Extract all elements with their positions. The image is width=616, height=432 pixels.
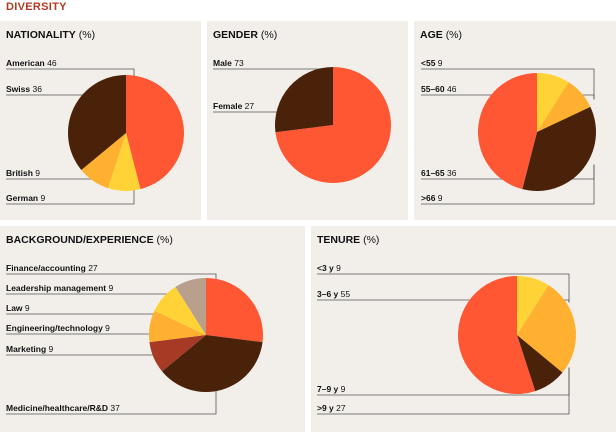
pie-slice-3-y bbox=[517, 276, 549, 335]
panel-nationality: NATIONALITY (%) American 46 Swiss 36 Briti… bbox=[0, 21, 201, 220]
panel-title: GENDER (%) bbox=[213, 29, 278, 41]
pie-slice-7-9-y bbox=[517, 335, 563, 392]
panel-title: TENURE (%) bbox=[317, 234, 380, 246]
panel-age: AGE (%) <55 9 55–60 46 61–65 36 >66 9 bbox=[414, 21, 616, 220]
slice-label-3-y: <3 y 9 bbox=[317, 263, 341, 273]
slice-label-9-y: >9 y 27 bbox=[317, 403, 346, 413]
pie-slice-66 bbox=[537, 82, 591, 132]
chart-nationality: American 46 Swiss 36 British 9 German 9 bbox=[6, 58, 184, 205]
slice-label-american: American 46 bbox=[6, 58, 57, 68]
panel-title: AGE (%) bbox=[420, 29, 463, 41]
slice-label-66: >66 9 bbox=[421, 193, 443, 203]
slice-label-leadership-management: Leadership management 9 bbox=[6, 283, 114, 293]
pie-slice-engineering-technology bbox=[149, 310, 206, 343]
leader-line-61-65 bbox=[421, 164, 595, 180]
pie-slice-3-6-y bbox=[458, 276, 536, 394]
pie-slice-american bbox=[126, 75, 184, 190]
slice-label-female: Female 27 bbox=[213, 101, 254, 111]
pie-slice-finance-accounting bbox=[206, 278, 263, 343]
slice-label-finance-accounting: Finance/accounting 27 bbox=[6, 263, 98, 273]
panel-background: BACKGROUND/EXPERIENCE (%) Finance/accoun… bbox=[0, 226, 305, 432]
pie-slice-leadership-management bbox=[175, 278, 206, 335]
pie-slice-swiss bbox=[68, 75, 126, 170]
pie-slice-female bbox=[275, 67, 333, 133]
chart-tenure: <3 y 9 3–6 y 55 7–9 y 9 >9 y 27 bbox=[317, 263, 576, 415]
slice-label-7-9-y: 7–9 y 9 bbox=[317, 384, 346, 394]
slice-label-marketing: Marketing 9 bbox=[6, 344, 54, 354]
panel-gender: GENDER (%) Male 73 Female 27 bbox=[207, 21, 408, 220]
pie-slice-law bbox=[154, 286, 206, 335]
pie-slice-german bbox=[108, 133, 141, 191]
slice-label-61-65: 61–65 36 bbox=[421, 168, 457, 178]
slice-label-swiss: Swiss 36 bbox=[6, 84, 42, 94]
slice-label-male: Male 73 bbox=[213, 58, 244, 68]
page-title: DIVERSITY bbox=[6, 1, 67, 13]
leader-line-55 bbox=[421, 68, 595, 100]
pie-slice-medicine-healthcare-r-d bbox=[162, 335, 263, 392]
slice-label-55: <55 9 bbox=[421, 58, 443, 68]
slice-label-law: Law 9 bbox=[6, 303, 30, 313]
chart-gender: Male 73 Female 27 bbox=[213, 58, 391, 183]
pie-slice-55-60 bbox=[478, 73, 537, 190]
pie-slice-61-65 bbox=[522, 106, 596, 191]
pie-slice-british bbox=[81, 133, 126, 189]
leader-line-3-y bbox=[317, 273, 570, 303]
slice-label-engineering-technology: Engineering/technology 9 bbox=[6, 323, 110, 333]
pie-slice-55 bbox=[537, 73, 569, 132]
pie-slice-male bbox=[275, 67, 391, 183]
pie-slice-marketing bbox=[149, 335, 206, 372]
chart-age: <55 9 55–60 46 61–65 36 >66 9 bbox=[421, 58, 596, 205]
slice-label-3-6-y: 3–6 y 55 bbox=[317, 289, 350, 299]
slice-label-british: British 9 bbox=[6, 168, 40, 178]
pie-slice-9-y bbox=[517, 285, 576, 373]
chart-background: Finance/accounting 27 Leadership manageme… bbox=[6, 263, 263, 415]
panel-title: NATIONALITY (%) bbox=[6, 29, 96, 41]
slice-label-medicine-healthcare-r-d: Medicine/healthcare/R&D 37 bbox=[6, 403, 120, 413]
leader-line-7-9-y bbox=[317, 367, 570, 396]
slice-label-55-60: 55–60 46 bbox=[421, 84, 457, 94]
slice-label-german: German 9 bbox=[6, 193, 45, 203]
panel-title: BACKGROUND/EXPERIENCE (%) bbox=[6, 234, 173, 246]
panel-tenure: TENURE (%) <3 y 9 3–6 y 55 7–9 y 9 >9 y 27 bbox=[311, 226, 616, 432]
